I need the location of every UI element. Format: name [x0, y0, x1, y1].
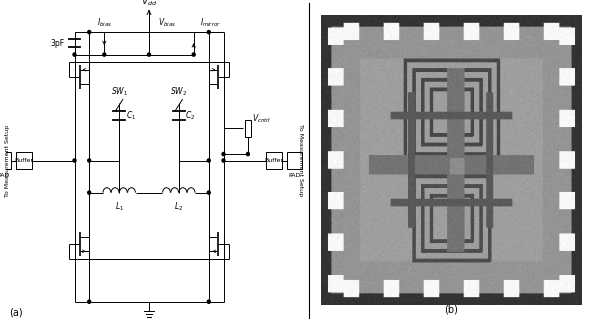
Circle shape: [207, 30, 210, 34]
Circle shape: [147, 53, 150, 56]
Text: $C_1$: $C_1$: [126, 109, 136, 122]
Text: $I_{mirror}$: $I_{mirror}$: [200, 16, 221, 29]
Circle shape: [207, 159, 210, 162]
Circle shape: [207, 300, 210, 303]
Circle shape: [222, 152, 225, 156]
Text: PAD: PAD: [0, 173, 10, 178]
Circle shape: [207, 191, 210, 194]
Circle shape: [73, 159, 76, 162]
Text: $SW_2$: $SW_2$: [170, 85, 187, 98]
Circle shape: [73, 53, 76, 56]
Text: $V_{dd}$: $V_{dd}$: [141, 0, 157, 8]
Text: PAD: PAD: [288, 173, 300, 178]
Text: Buffer: Buffer: [265, 158, 284, 163]
Text: To Measurement Setup: To Measurement Setup: [5, 124, 10, 197]
Circle shape: [192, 53, 195, 56]
Text: 3pF: 3pF: [50, 39, 64, 48]
Circle shape: [103, 53, 106, 56]
Text: $V_{cntrl}$: $V_{cntrl}$: [252, 113, 271, 125]
Bar: [266, 152, 283, 169]
Circle shape: [222, 159, 225, 162]
Bar: [287, 152, 302, 169]
Bar: [15, 152, 32, 169]
Text: Buffer: Buffer: [14, 158, 33, 163]
Text: (a): (a): [9, 308, 23, 318]
Circle shape: [88, 159, 91, 162]
Text: $L_2$: $L_2$: [174, 201, 184, 213]
Circle shape: [88, 30, 91, 34]
Circle shape: [88, 300, 91, 303]
Text: $SW_1$: $SW_1$: [111, 85, 128, 98]
Text: $C_2$: $C_2$: [185, 109, 195, 122]
Text: $I_{bias}$: $I_{bias}$: [97, 16, 112, 29]
Text: To Measurement Setup: To Measurement Setup: [299, 124, 303, 197]
Text: $V_{bias}$: $V_{bias}$: [158, 16, 176, 29]
Circle shape: [88, 191, 91, 194]
Text: $L_1$: $L_1$: [114, 201, 124, 213]
Text: (b): (b): [445, 305, 458, 315]
Bar: [0, 152, 11, 169]
Bar: [245, 119, 252, 137]
Circle shape: [247, 152, 250, 156]
